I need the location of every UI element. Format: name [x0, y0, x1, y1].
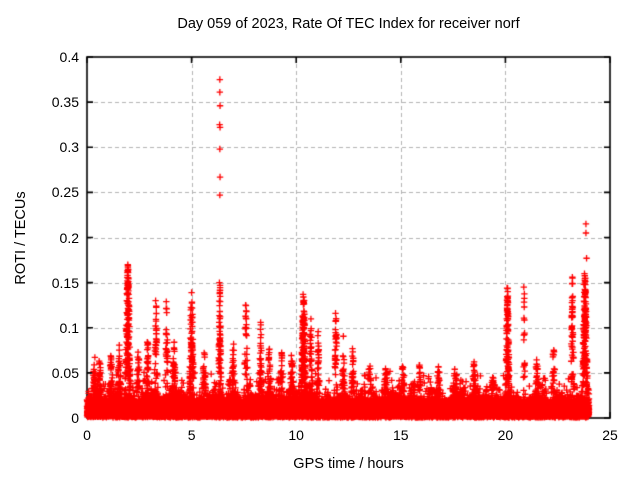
x-tick-label: 0: [83, 427, 91, 443]
y-tick-label: 0.15: [51, 274, 79, 291]
y-tick-label: 0.35: [51, 94, 79, 111]
y-tick-label: 0.3: [59, 139, 79, 156]
y-tick-label: 0.25: [51, 184, 79, 201]
x-tick-label: 15: [393, 427, 409, 443]
chart-title: Day 059 of 2023, Rate Of TEC Index for r…: [177, 16, 520, 32]
x-tick-label: 25: [602, 427, 618, 443]
x-axis-label: GPS time / hours: [293, 456, 404, 472]
x-tick-label: 20: [497, 427, 514, 443]
y-tick-label: 0.1: [59, 319, 79, 336]
x-tick-label: 10: [288, 427, 304, 443]
y-tick-label: 0.2: [59, 229, 79, 246]
y-tick-label: 0: [71, 410, 79, 426]
y-tick-label: 0.05: [51, 364, 79, 381]
y-tick-label: 0.4: [59, 49, 79, 65]
x-tick-label: 5: [187, 427, 196, 443]
